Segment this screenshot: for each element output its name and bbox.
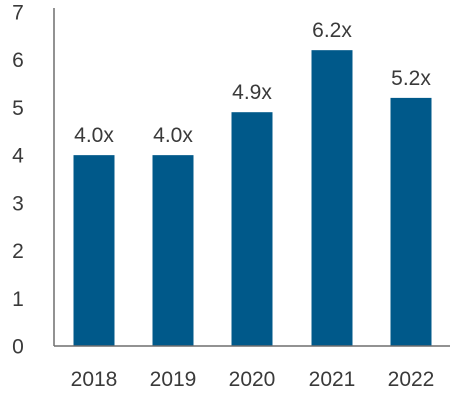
x-tick-label-2019: 2019 (150, 368, 197, 391)
y-axis-ticks: 0 1 2 3 4 5 6 7 (12, 2, 24, 359)
data-labels: 4.0x 4.0x 4.9x 6.2x 5.2x (74, 19, 431, 147)
data-label-2018: 4.0x (74, 124, 114, 147)
data-label-2021: 6.2x (312, 19, 352, 42)
y-tick-label: 6 (12, 49, 24, 72)
bar-2022 (390, 97, 432, 346)
bar-series (73, 50, 432, 347)
bar-2018 (73, 155, 115, 346)
y-tick-label: 3 (12, 192, 24, 215)
y-tick-label: 0 (12, 336, 24, 359)
bar-2019 (152, 155, 194, 346)
x-axis-labels: 2018 2019 2020 2021 2022 (71, 368, 435, 391)
bar-2021 (311, 50, 353, 347)
data-label-2020: 4.9x (232, 81, 272, 104)
y-tick-label: 4 (12, 145, 24, 168)
y-tick-label: 5 (12, 97, 24, 120)
data-label-2022: 5.2x (391, 67, 431, 90)
x-tick-label-2020: 2020 (229, 368, 276, 391)
y-tick-label: 2 (12, 240, 24, 263)
x-tick-label-2021: 2021 (309, 368, 356, 391)
x-tick-label-2018: 2018 (71, 368, 118, 391)
y-tick-label: 1 (12, 288, 24, 311)
bar-2020 (231, 112, 273, 346)
x-tick-label-2022: 2022 (388, 368, 435, 391)
data-label-2019: 4.0x (153, 124, 193, 147)
y-tick-label: 7 (12, 2, 24, 25)
